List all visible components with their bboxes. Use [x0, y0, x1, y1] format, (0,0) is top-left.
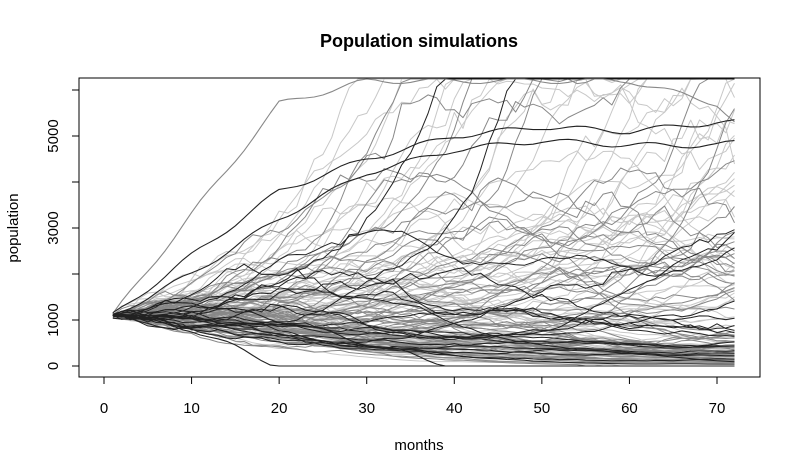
x-tick-label: 40 [446, 400, 463, 417]
simulation-line [112, 191, 735, 316]
y-axis: 0 1000 3000 5000 [45, 89, 80, 370]
simulation-line [112, 78, 735, 316]
simulation-line [112, 220, 735, 317]
x-tick-label: 70 [709, 400, 726, 417]
simulation-line [112, 87, 735, 316]
x-axis-label: months [394, 437, 443, 454]
simulation-line [112, 229, 735, 321]
simulation-line [112, 317, 735, 367]
simulation-line [112, 281, 735, 349]
simulation-line [112, 78, 735, 316]
simulation-line [112, 232, 735, 339]
simulation-line [112, 186, 735, 317]
simulation-line [112, 78, 735, 316]
simulation-line [112, 78, 735, 314]
simulation-line [112, 307, 735, 340]
simulation-line [112, 78, 735, 316]
simulation-line [112, 309, 735, 365]
simulation-line [112, 256, 735, 335]
simulation-line [112, 304, 735, 364]
x-tick-label: 60 [621, 400, 638, 417]
x-axis: 0 10 20 30 40 50 60 70 [100, 376, 726, 417]
simulation-line [112, 263, 735, 343]
y-tick-label: 5000 [45, 119, 62, 152]
simulation-line [112, 78, 735, 322]
simulation-line [112, 229, 735, 343]
simulation-line [112, 300, 735, 339]
simulation-line [112, 78, 735, 316]
y-tick-label: 0 [45, 362, 62, 370]
simulation-line [112, 78, 735, 316]
y-tick-label: 1000 [45, 303, 62, 336]
simulation-line [112, 138, 735, 315]
simulation-line [112, 82, 735, 322]
x-tick-label: 50 [534, 400, 551, 417]
simulation-line [112, 314, 735, 362]
simulation-line [112, 168, 735, 316]
simulation-line [112, 313, 735, 355]
x-tick-label: 0 [100, 400, 108, 417]
x-tick-label: 10 [183, 400, 200, 417]
simulation-line [112, 78, 735, 317]
series-group [112, 78, 735, 367]
simulation-line [112, 150, 735, 316]
simulation-line [112, 267, 735, 331]
simulation-line [112, 263, 735, 324]
x-tick-label: 20 [271, 400, 288, 417]
simulation-line [112, 119, 735, 314]
chart-title: Population simulations [320, 31, 518, 51]
x-tick-label: 30 [358, 400, 375, 417]
simulation-line [112, 309, 735, 331]
simulation-line [112, 287, 735, 363]
simulation-line [112, 312, 735, 362]
simulation-line [112, 266, 735, 362]
y-axis-label: population [5, 193, 22, 262]
y-tick-label: 3000 [45, 211, 62, 244]
